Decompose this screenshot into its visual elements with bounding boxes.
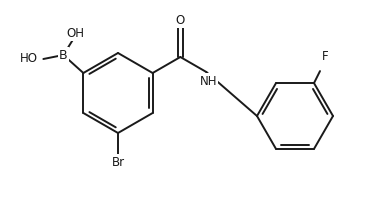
- Text: Br: Br: [112, 155, 125, 168]
- Text: B: B: [59, 49, 68, 62]
- Text: F: F: [322, 50, 328, 63]
- Text: OH: OH: [66, 27, 84, 39]
- Text: HO: HO: [20, 51, 38, 65]
- Text: O: O: [176, 13, 185, 27]
- Text: NH: NH: [200, 74, 217, 88]
